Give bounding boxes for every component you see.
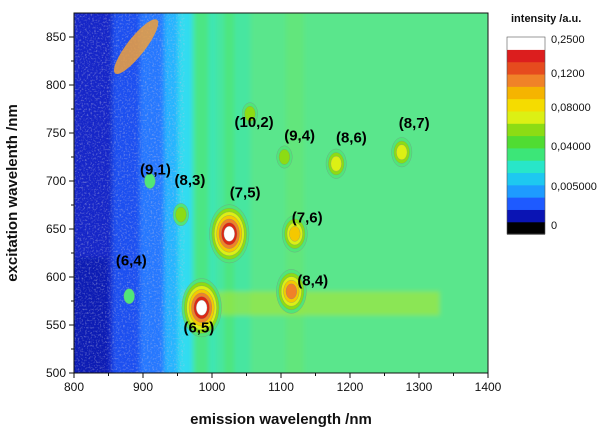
peak-contour (285, 283, 298, 300)
peak-contour (244, 105, 256, 122)
peak-7-5 (209, 204, 250, 264)
heatmap-ridge (224, 13, 235, 373)
legend-label: 0 (551, 220, 557, 232)
y-tick-label: 750 (46, 126, 66, 140)
y-tick-label: 800 (46, 78, 66, 92)
y-axis-title: excitation wavelenth /nm (4, 104, 21, 282)
heatmap-noise (74, 13, 185, 373)
heatmap-ridge (285, 13, 304, 373)
legend-swatch (507, 73, 545, 87)
x-tick-label: 800 (64, 380, 84, 394)
legend-swatch (507, 37, 545, 50)
y-tick-label: 850 (46, 30, 66, 44)
y-tick-label: 600 (46, 270, 66, 284)
peak-label: (9,1) (140, 161, 171, 178)
peak-label: (8,4) (297, 273, 328, 290)
peak-contour (175, 206, 187, 223)
y-tick-label: 700 (46, 174, 66, 188)
peak-label: (7,6) (292, 209, 323, 226)
y-tick-label: 650 (46, 222, 66, 236)
x-tick-label: 1000 (199, 380, 226, 394)
peak-contour (396, 144, 408, 161)
x-axis-title: emission wavelength /nm (190, 411, 372, 428)
legend-swatch (507, 86, 545, 100)
legend-swatch (507, 110, 545, 124)
legend-frame (506, 36, 546, 235)
heatmap-plot-area (74, 13, 488, 373)
legend-swatch (507, 61, 545, 75)
y-tick-label: 500 (46, 366, 66, 380)
legend-title: intensity /a.u. (511, 13, 581, 25)
y-axis: 500 550 600 650 700 750 800 850 (46, 30, 74, 380)
x-axis: 800 900 1000 1100 1200 1300 1400 (64, 373, 502, 394)
peak-label: (6,5) (183, 320, 214, 337)
legend-swatch (507, 123, 545, 137)
legend-label: 0,08000 (551, 102, 591, 114)
peak-label: (7,5) (230, 184, 261, 201)
peak-contour (223, 225, 235, 242)
legend-label: 0,04000 (551, 141, 591, 153)
peak-7-6 (281, 215, 308, 253)
legend-swatch (507, 221, 545, 235)
peak-label: (10,2) (234, 114, 273, 131)
intensity-legend: intensity /a.u. 0,2500 0,1200 0,08000 0,040… (506, 13, 597, 235)
legend-label: 0,005000 (551, 181, 597, 193)
peak-10-2 (241, 102, 258, 126)
peak-6-4 (123, 288, 135, 305)
heatmap-peaks (123, 102, 413, 338)
legend-label: 0,1200 (551, 68, 585, 80)
legend-swatch (507, 49, 545, 63)
peak-label: (9,4) (284, 128, 315, 145)
peak-8-6 (325, 148, 347, 179)
legend-swatch (507, 160, 545, 174)
x-tick-label: 1100 (268, 380, 294, 394)
peak-contour (278, 149, 291, 165)
legend-label: 0,2500 (551, 34, 585, 46)
peak-8-4 (276, 269, 307, 314)
legend-swatch (507, 172, 545, 186)
peak-contour (330, 155, 342, 172)
legend-swatch (507, 135, 545, 149)
legend-swatch (507, 197, 545, 210)
peak-contour (289, 225, 301, 242)
peak-9-1 (144, 173, 156, 189)
x-tick-label: 1200 (337, 380, 364, 394)
peak-6-5 (181, 278, 222, 338)
legend-swatch (507, 147, 545, 161)
peak-label: (8,3) (174, 172, 205, 189)
heatmap-ridge (184, 291, 440, 316)
peak-contour (196, 299, 208, 316)
peak-9-4 (276, 145, 293, 169)
x-tick-label: 900 (133, 380, 153, 394)
x-tick-label: 1400 (475, 380, 502, 394)
peak-contour (123, 288, 135, 305)
peak-annotations: (9,1)(8,3) (10,2) (9,4) (8,6) (8,7) (7,5) (7,6… (116, 114, 430, 336)
peak-contour (144, 173, 156, 189)
legend-swatch (507, 209, 545, 223)
peak-8-3 (172, 203, 189, 227)
peak-8-7 (391, 137, 413, 168)
peak-label: (6,4) (116, 252, 147, 269)
scatter-streak (113, 19, 159, 74)
legend-swatch (507, 184, 545, 198)
x-tick-label: 1300 (406, 380, 433, 394)
peak-label: (8,7) (399, 115, 430, 132)
legend-swatch (507, 98, 545, 112)
peak-label: (8,6) (336, 130, 367, 147)
y-tick-label: 550 (46, 318, 66, 332)
